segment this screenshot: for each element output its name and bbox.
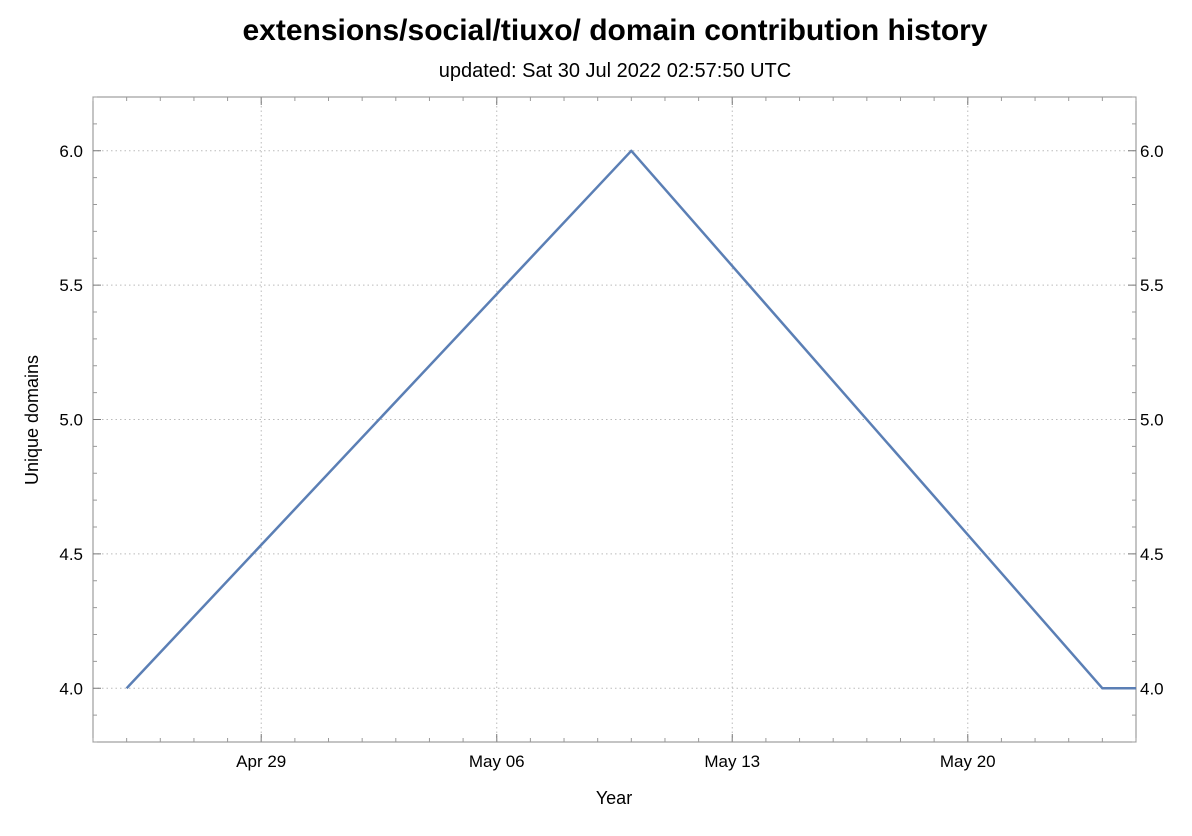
- x-tick-label: May 20: [940, 752, 996, 771]
- y-tick-label-left: 5.0: [59, 411, 83, 430]
- y-tick-label-left: 6.0: [59, 142, 83, 161]
- x-tick-label: May 13: [704, 752, 760, 771]
- tick-labels: 4.0 4.0 4.5 4.5 5.0 5.0 5.5 5.5 6.0 6.0 Apr 29 May …: [59, 142, 1163, 771]
- tick-marks: [92, 96, 1137, 743]
- x-axis-label: Year: [596, 788, 632, 808]
- y-tick-label-right: 5.0: [1140, 411, 1164, 430]
- grid-lines: [93, 97, 1136, 742]
- y-tick-label-right: 4.0: [1140, 679, 1164, 698]
- y-axis-label: Unique domains: [22, 355, 42, 485]
- y-tick-label-right: 6.0: [1140, 142, 1164, 161]
- y-tick-label-left: 4.5: [59, 545, 83, 564]
- x-tick-label: May 06: [469, 752, 525, 771]
- y-tick-label-left: 4.0: [59, 679, 83, 698]
- y-tick-label-right: 4.5: [1140, 545, 1164, 564]
- y-tick-label-left: 5.5: [59, 276, 83, 295]
- series-line: [125, 149, 1136, 690]
- chart-title: extensions/social/tiuxo/ domain contribu…: [242, 14, 988, 47]
- chart-subtitle: updated: Sat 30 Jul 2022 02:57:50 UTC: [438, 60, 792, 82]
- series-layer: [125, 149, 1136, 690]
- x-tick-label: Apr 29: [236, 752, 286, 771]
- y-tick-label-right: 5.5: [1140, 276, 1164, 295]
